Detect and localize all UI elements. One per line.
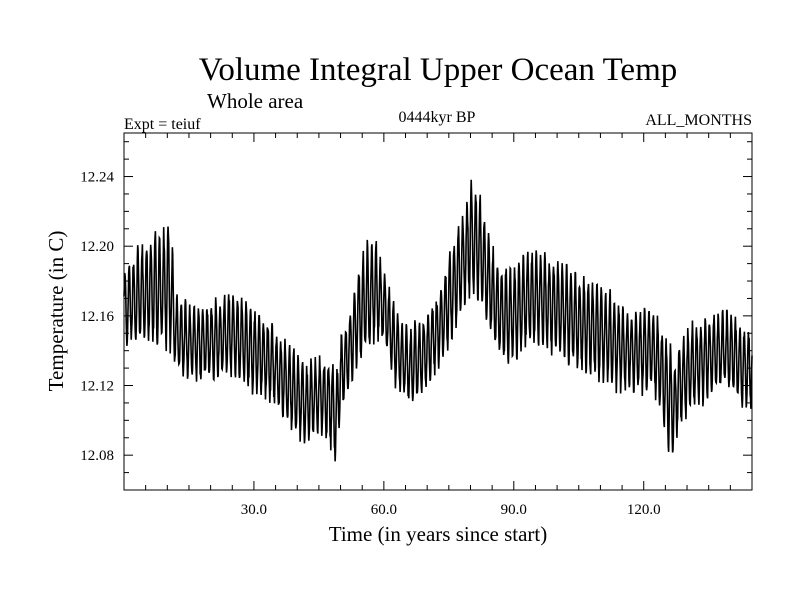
y-tick-label: 12.16 <box>80 309 114 325</box>
x-tick-label: 120.0 <box>627 502 661 518</box>
x-tick-label: 60.0 <box>371 502 397 518</box>
y-axis-label: Temperature (in C) <box>44 231 68 392</box>
period-label: 0444kyr BP <box>399 109 476 126</box>
x-tick-label: 90.0 <box>501 502 527 518</box>
plot-frame <box>123 132 753 491</box>
y-tick-label: 12.20 <box>80 239 114 255</box>
y-tick-label: 12.08 <box>80 448 114 464</box>
y-tick-label: 12.12 <box>80 379 114 395</box>
chart-subtitle: Whole area <box>207 89 304 113</box>
chart-title: Volume Integral Upper Ocean Temp <box>199 52 677 88</box>
axis-tick-labels: 30.0 60.0 90.0 120.0 12.08 12.12 12.16 12.20 12.… <box>80 170 660 518</box>
months-label: ALL_MONTHS <box>645 112 752 129</box>
axis-ticks <box>124 133 752 491</box>
x-axis-label: Time (in years since start) <box>329 522 548 546</box>
y-tick-label: 12.24 <box>80 170 114 186</box>
experiment-label: Expt = teiuf <box>124 116 201 133</box>
x-tick-label: 30.0 <box>241 502 267 518</box>
series-line <box>123 179 753 462</box>
series-group <box>123 179 753 462</box>
